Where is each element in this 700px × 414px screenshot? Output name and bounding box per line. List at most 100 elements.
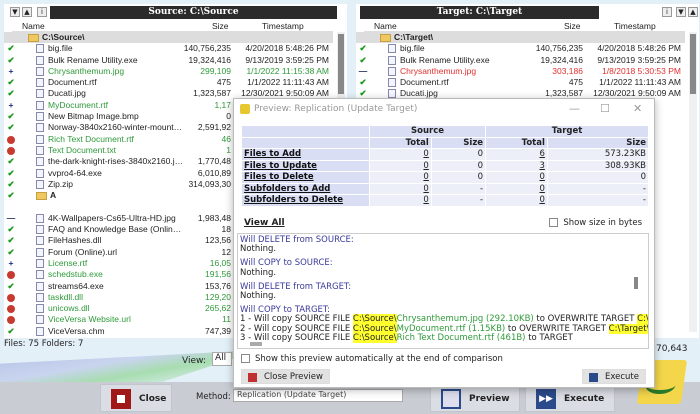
file-row[interactable]: ✔ Norway-3840x2160-winter-mountains-l... 2… — [4, 122, 333, 133]
file-row[interactable]: ✔ the-dark-knight-rises-3840x2160.jpg 1,77… — [4, 156, 333, 167]
source-size: 0 — [430, 171, 487, 184]
file-row[interactable]: ✔ Bulk Rename Utility.exe 19,324,416 9/13/2… — [4, 55, 333, 66]
file-timestamp: 1/1/2022 11:11:43 AM — [599, 77, 681, 88]
col-timestamp[interactable]: Timestamp — [614, 21, 656, 31]
col-name[interactable]: Name — [374, 21, 397, 31]
close-button[interactable]: Close — [100, 384, 172, 412]
file-row[interactable]: ✔ Ducati.jpg 1,323,587 12/30/2021 9:50:09 A… — [4, 88, 333, 99]
file-row[interactable]: + Chrysanthemum.jpg 299,109 1/1/2022 11:15:… — [4, 66, 333, 77]
file-row[interactable]: taskdll.dll 129,20 — [4, 292, 333, 303]
target-total-link[interactable]: 0 — [485, 171, 548, 184]
col-name[interactable]: Name — [22, 21, 45, 31]
file-row[interactable]: ✔ streams64.exe 153,76 — [4, 281, 333, 292]
file-row[interactable]: schedstub.exe 191,56 — [4, 269, 333, 280]
file-name: Chrysanthemum.jpg — [400, 65, 477, 76]
summary-label-link[interactable]: Files to Add — [241, 148, 370, 161]
checkbox[interactable] — [549, 218, 559, 227]
file-row[interactable]: ✔ ViceVersa.chm 747,39 — [4, 326, 333, 337]
expand-down-icon[interactable]: ▼ — [676, 7, 686, 17]
log-horizontal-scrollbar[interactable] — [250, 342, 262, 346]
file-row[interactable]: ✔ FileHashes.dll 123,56 — [4, 235, 333, 246]
minimize-icon[interactable]: — — [569, 102, 580, 115]
file-name: taskdll.dll — [48, 291, 83, 302]
file-row[interactable]: unicows.dll 265,62 — [4, 303, 333, 314]
source-total-link[interactable]: 0 — [369, 194, 432, 207]
source-total-link[interactable]: 0 — [369, 148, 432, 161]
folder-row[interactable]: C:\Target\ — [356, 32, 685, 44]
expand-down-icon[interactable]: ▼ — [10, 7, 20, 17]
file-row[interactable]: ✔ Document.rtf 475 1/1/2022 11:11:43 AM — [356, 77, 685, 88]
file-row[interactable]: ✔ Forum (Online).url 12 — [4, 247, 333, 258]
preview-dialog: Preview: Replication (Update Target) — ☐… — [233, 98, 655, 388]
check-status-icon: ✔ — [7, 224, 15, 235]
source-total-link[interactable]: 0 — [369, 182, 432, 195]
file-row[interactable]: ✔ big.file 140,756,235 4/20/2018 5:48:26 PM — [356, 43, 685, 54]
collapse-up-icon[interactable]: ▲ — [22, 7, 32, 17]
view-all-link[interactable]: View All — [244, 218, 285, 228]
file-row[interactable]: ViceVersa Website.url 11 — [4, 314, 333, 325]
file-row[interactable]: — 4K-Wallpapers-Cs65-Ultra-HD.jpg 1,983,48 — [4, 213, 333, 224]
file-row[interactable]: ✔ A — [4, 190, 333, 201]
dialog-execute-button[interactable]: Execute — [582, 369, 646, 384]
file-row[interactable]: Text Document.txt 1 — [4, 145, 333, 156]
check-status-icon: ✔ — [359, 43, 367, 54]
preview-button[interactable]: Preview — [430, 384, 520, 412]
source-size: - — [430, 182, 487, 195]
col-size[interactable]: Size — [564, 21, 581, 31]
file-size: 1 — [226, 144, 231, 155]
file-row[interactable]: ✔ Bulk Rename Utility.exe 19,324,416 9/13/2… — [356, 55, 685, 66]
file-size: 1,323,587 — [193, 88, 231, 99]
target-total-link[interactable]: 0 — [485, 182, 548, 195]
info-icon[interactable]: i — [37, 7, 47, 17]
file-row[interactable]: ✔ Ducati.jpg 1,323,587 12/30/2021 9:50:09 A… — [356, 88, 685, 99]
summary-label-link[interactable]: Files to Delete — [241, 171, 370, 184]
collapse-up-icon[interactable]: ▲ — [688, 7, 698, 17]
summary-label-link[interactable]: Subfolders to Add — [241, 182, 370, 195]
file-row[interactable]: ✔ FAQ and Knowledge Base (Online).url 18 — [4, 224, 333, 235]
checkbox[interactable] — [241, 354, 250, 363]
auto-show-checkbox[interactable]: Show this preview automatically at the e… — [241, 354, 503, 364]
monitor-icon — [441, 389, 461, 409]
summary-label-link[interactable]: Files to Update — [241, 159, 370, 172]
file-size: 1,983,48 — [197, 212, 231, 223]
col-timestamp[interactable]: Timestamp — [262, 21, 304, 31]
info-icon[interactable]: i — [662, 7, 672, 17]
folder-row[interactable]: C:\Source\ — [4, 32, 333, 44]
source-total-link[interactable]: 0 — [369, 159, 432, 172]
target-title: Target: C:\Target — [360, 6, 599, 19]
file-row[interactable]: + License.rtf 16,05 — [4, 258, 333, 269]
maximize-icon[interactable]: ☐ — [600, 102, 610, 115]
file-row[interactable]: ✔ New Bitmap Image.bmp 0 — [4, 111, 333, 122]
file-row[interactable]: Rich Text Document.rtf 46 — [4, 134, 333, 145]
file-row[interactable]: ✔ Document.rtf 475 1/1/2022 11:11:43 AM — [4, 77, 333, 88]
file-name: the-dark-knight-rises-3840x2160.jpg — [48, 156, 184, 167]
summary-label-link[interactable]: Subfolders to Delete — [241, 194, 370, 207]
scrollbar[interactable] — [689, 32, 697, 332]
summary-row: Subfolders to Add 0-0- — [241, 182, 650, 195]
target-total-link[interactable]: 6 — [485, 148, 548, 161]
file-name: New Bitmap Image.bmp — [48, 111, 139, 122]
source-file: MyDocument.rtf (1.15KB) — [396, 323, 506, 334]
show-size-bytes-checkbox[interactable]: Show size in bytes — [549, 218, 642, 228]
log-vertical-scrollbar[interactable] — [634, 277, 638, 289]
file-row[interactable]: — Chrysanthemum.jpg 303,186 1/8/2018 5:30:5… — [356, 66, 685, 77]
red-status-icon — [6, 303, 16, 316]
file-row[interactable]: ✔ Zip.zip 314,093,30 — [4, 179, 333, 190]
file-size: 153,76 — [205, 280, 231, 291]
file-row[interactable]: ✔ big.file 140,756,235 4/20/2018 5:48:26 PM — [4, 43, 333, 54]
target-total-link[interactable]: 3 — [485, 159, 548, 172]
view-select[interactable]: All — [212, 352, 232, 366]
close-icon[interactable]: ✕ — [633, 102, 643, 115]
execute-button[interactable]: ▶▶ Execute — [525, 384, 615, 412]
file-name: big.file — [400, 43, 425, 54]
target-size: - — [546, 182, 650, 195]
file-row[interactable]: + MyDocument.rtf 1,17 — [4, 100, 333, 111]
source-total-link[interactable]: 0 — [369, 171, 432, 184]
preview-label: Preview — [469, 394, 510, 404]
method-select[interactable]: Replication (Update Target) — [233, 389, 403, 402]
file-row[interactable]: ✔ vvpro4-64.exe 6,010,89 — [4, 168, 333, 179]
close-preview-button[interactable]: Close Preview — [241, 369, 330, 384]
target-total-link[interactable]: 0 — [485, 194, 548, 207]
col-size[interactable]: Size — [212, 21, 229, 31]
file-name: vvpro4-64.exe — [48, 167, 102, 178]
